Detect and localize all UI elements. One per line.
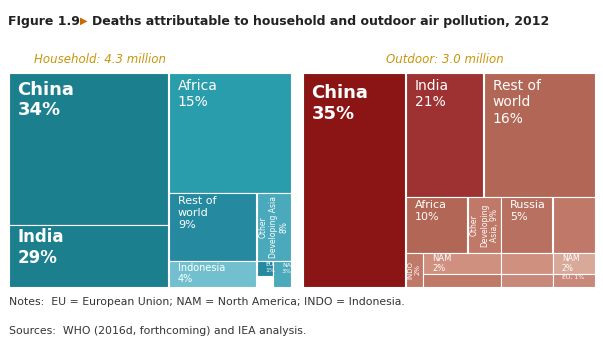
Text: China
35%: China 35% — [312, 84, 368, 122]
Text: India
29%: India 29% — [17, 228, 64, 267]
Text: India
21%: India 21% — [415, 79, 449, 110]
Bar — [406, 253, 423, 287]
Text: EU, 1%: EU, 1% — [562, 275, 584, 280]
Text: China
34%: China 34% — [17, 81, 74, 119]
Bar — [423, 274, 501, 287]
Bar — [501, 253, 553, 274]
Bar — [484, 73, 595, 197]
Text: Notes:  EU = European Union; NAM = North America; INDO = Indonesia.: Notes: EU = European Union; NAM = North … — [9, 298, 405, 308]
Bar — [406, 197, 467, 253]
Text: Rest of
world
16%: Rest of world 16% — [493, 79, 540, 126]
Bar — [553, 253, 595, 274]
Text: ▶: ▶ — [80, 16, 87, 26]
Bar — [553, 197, 595, 253]
Bar — [553, 274, 595, 287]
Bar — [256, 193, 291, 261]
Text: Indonesia
4%: Indonesia 4% — [178, 263, 225, 284]
Bar — [169, 73, 291, 193]
Text: Rest of
world
9%: Rest of world 9% — [178, 196, 216, 230]
Bar — [274, 261, 291, 287]
Text: EU
1%: EU 1% — [265, 262, 275, 273]
Text: Other
Developing Asia
8%: Other Developing Asia 8% — [259, 196, 289, 258]
Bar — [169, 193, 256, 261]
Bar — [406, 73, 483, 197]
Bar — [501, 274, 553, 287]
Bar — [423, 253, 501, 274]
Text: NAM
2%: NAM 2% — [562, 254, 579, 273]
Text: Sources:  WHO (2016d, forthcoming) and IEA analysis.: Sources: WHO (2016d, forthcoming) and IE… — [9, 326, 306, 336]
Bar — [169, 261, 256, 287]
Text: NAM
2%: NAM 2% — [432, 254, 452, 273]
Bar — [501, 197, 552, 253]
Text: Outdoor: 3.0 million: Outdoor: 3.0 million — [386, 53, 504, 66]
Text: Russia
5%: Russia 5% — [510, 200, 546, 222]
Text: Deaths attributable to household and outdoor air pollution, 2012: Deaths attributable to household and out… — [92, 15, 549, 27]
Bar — [468, 197, 500, 253]
Bar — [9, 73, 168, 225]
Text: Africa
15%: Africa 15% — [178, 79, 218, 109]
Bar — [256, 261, 274, 276]
Text: NAM
3%: NAM 3% — [282, 263, 296, 274]
Text: Household: 4.3 million: Household: 4.3 million — [34, 53, 166, 66]
Text: INDO
2%: INDO 2% — [408, 261, 421, 279]
Bar — [303, 73, 405, 287]
Text: Other
Developing
Asia, 9%: Other Developing Asia, 9% — [469, 203, 499, 247]
Text: Africa
10%: Africa 10% — [415, 200, 447, 222]
Bar — [9, 225, 168, 287]
Text: FIgure 1.9: FIgure 1.9 — [8, 15, 80, 27]
